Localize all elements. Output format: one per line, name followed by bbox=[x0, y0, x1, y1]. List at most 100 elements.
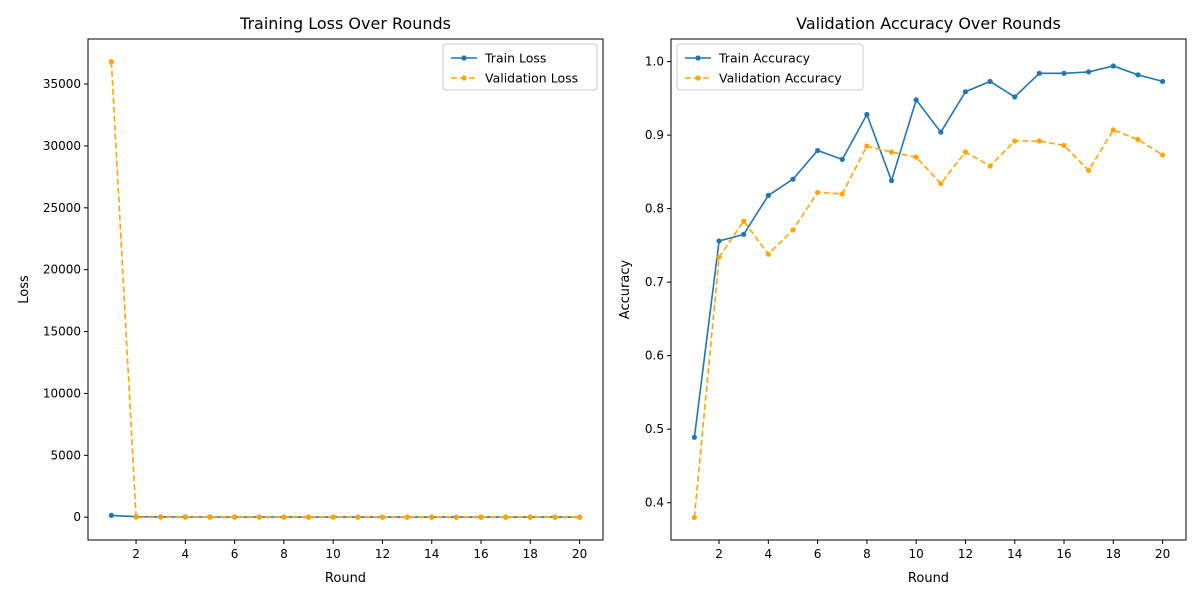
data-point bbox=[741, 218, 747, 224]
data-point bbox=[864, 111, 870, 118]
data-point bbox=[815, 189, 821, 196]
data-point bbox=[503, 514, 509, 520]
series-line-1 bbox=[693, 129, 1164, 518]
data-point bbox=[1061, 70, 1067, 76]
y-tick-label: 30000 bbox=[43, 139, 81, 153]
data-point bbox=[691, 514, 698, 521]
x-tick-label: 10 bbox=[326, 547, 341, 561]
y-tick-label: 0 bbox=[73, 510, 81, 524]
data-point bbox=[741, 231, 747, 237]
series-line-1 bbox=[110, 61, 580, 519]
data-point bbox=[1135, 136, 1141, 143]
data-point bbox=[888, 178, 895, 184]
data-point bbox=[305, 514, 312, 520]
x-tick-label: 6 bbox=[231, 547, 239, 561]
data-point bbox=[1086, 167, 1092, 173]
y-tick-label: 0.7 bbox=[645, 275, 664, 289]
data-point bbox=[765, 192, 771, 198]
x-tick-label: 20 bbox=[572, 547, 587, 561]
data-point bbox=[330, 514, 336, 520]
series-line-0 bbox=[693, 65, 1163, 438]
data-point bbox=[1135, 72, 1141, 78]
legend-marker-1 bbox=[461, 75, 467, 81]
data-point bbox=[716, 254, 722, 260]
data-point bbox=[1036, 138, 1042, 144]
data-point bbox=[1086, 69, 1092, 75]
y-tick-label: 0.5 bbox=[645, 422, 664, 436]
legend-label-1: Validation Loss bbox=[485, 71, 578, 86]
plot-frame bbox=[87, 38, 604, 541]
data-point bbox=[888, 149, 895, 155]
y-tick-label: 0.8 bbox=[645, 202, 664, 216]
data-point bbox=[133, 514, 139, 520]
legend-label-0: Train Loss bbox=[484, 51, 546, 66]
data-point bbox=[1110, 127, 1116, 133]
legend-marker-0 bbox=[695, 55, 701, 61]
data-point bbox=[527, 514, 533, 520]
x-tick-label: 16 bbox=[473, 547, 488, 561]
data-point bbox=[429, 514, 435, 520]
data-point bbox=[552, 514, 558, 520]
chart-title: Validation Accuracy Over Rounds bbox=[796, 14, 1061, 33]
data-point bbox=[691, 434, 698, 440]
y-tick-label: 15000 bbox=[43, 325, 81, 339]
y-tick-label: 10000 bbox=[43, 386, 81, 400]
x-tick-label: 14 bbox=[1007, 547, 1022, 561]
x-tick-label: 12 bbox=[375, 547, 390, 561]
legend-marker-1 bbox=[695, 75, 701, 81]
data-point bbox=[232, 514, 238, 520]
data-point bbox=[404, 514, 410, 520]
data-point bbox=[355, 514, 361, 520]
x-tick-label: 8 bbox=[280, 547, 288, 561]
x-axis-label: Round bbox=[908, 571, 949, 586]
data-point bbox=[158, 514, 164, 520]
x-tick-label: 18 bbox=[523, 547, 538, 561]
data-point bbox=[1012, 94, 1018, 100]
y-tick-label: 0.4 bbox=[645, 496, 664, 510]
y-tick-label: 0.9 bbox=[645, 128, 664, 142]
x-tick-label: 6 bbox=[814, 547, 822, 561]
y-tick-label: 1.0 bbox=[645, 55, 664, 69]
data-point bbox=[938, 181, 944, 187]
legend: Train Loss Validation Loss bbox=[442, 43, 598, 91]
data-point bbox=[478, 514, 484, 520]
x-tick-label: 4 bbox=[765, 547, 773, 561]
y-tick-label: 25000 bbox=[43, 201, 81, 215]
data-point bbox=[1159, 152, 1166, 158]
x-axis-label: Round bbox=[325, 571, 366, 586]
legend: Train Accuracy Validation Accuracy bbox=[676, 43, 864, 91]
data-point bbox=[987, 163, 993, 169]
data-point bbox=[379, 514, 386, 520]
data-point bbox=[1012, 138, 1018, 144]
data-point bbox=[182, 514, 188, 520]
x-tick-label: 2 bbox=[132, 547, 140, 561]
data-point bbox=[839, 191, 845, 197]
loss-chart-panel: Training Loss Over Rounds 2 4 6 8 10 12 14 16 18 2… bbox=[17, 14, 604, 586]
x-tick-label: 8 bbox=[863, 547, 871, 561]
legend-box bbox=[442, 43, 598, 91]
data-point bbox=[108, 512, 115, 518]
y-axis-label: Accuracy bbox=[618, 260, 633, 320]
data-point bbox=[987, 78, 993, 85]
y-tick-label: 20000 bbox=[43, 263, 81, 277]
data-point bbox=[281, 514, 287, 520]
data-point bbox=[790, 176, 796, 182]
data-point bbox=[962, 89, 969, 95]
plot-frame bbox=[670, 38, 1187, 541]
x-tick-label: 12 bbox=[958, 547, 973, 561]
data-point bbox=[1159, 78, 1166, 85]
y-tick-label: 0.6 bbox=[645, 349, 664, 363]
data-point bbox=[962, 149, 969, 155]
y-tick-label: 5000 bbox=[50, 448, 81, 462]
data-point bbox=[1061, 142, 1067, 148]
accuracy-chart-panel: Validation Accuracy Over Rounds 2 4 6 8 10 12 1… bbox=[618, 14, 1187, 586]
data-point bbox=[207, 514, 213, 520]
data-point bbox=[938, 129, 944, 135]
legend-label-0: Train Accuracy bbox=[718, 51, 811, 66]
data-point bbox=[453, 514, 459, 520]
x-tick-label: 20 bbox=[1155, 547, 1170, 561]
chart-title: Training Loss Over Rounds bbox=[239, 14, 451, 33]
data-point bbox=[1036, 70, 1042, 76]
data-point bbox=[790, 227, 796, 233]
